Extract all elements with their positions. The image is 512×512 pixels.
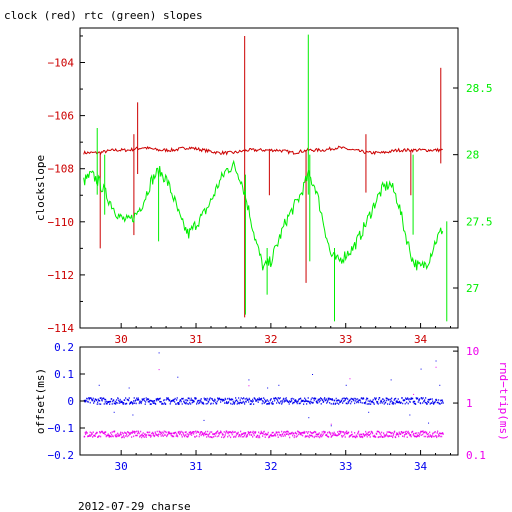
bottom-x-axis: 30 31 32 33 34 (115, 450, 452, 473)
bottom-y2-axis-label: rnd−trip(ms) (497, 361, 510, 440)
offset-outlier (420, 368, 422, 370)
offset-outlier (390, 379, 392, 381)
offset-outlier (308, 417, 310, 419)
x-tick-label: 33 (339, 460, 352, 473)
offset-outlier (428, 422, 430, 424)
y2-tick-label: 28.5 (466, 82, 493, 95)
offset-outlier (177, 376, 179, 378)
x-tick-label: 32 (264, 333, 277, 346)
offset-outlier (439, 384, 441, 386)
offset-outlier (330, 425, 332, 427)
top-left-y-axis: −104 −106 −108 −110 −112 −114 (48, 35, 85, 335)
y2-tick-label: 27.5 (466, 215, 493, 228)
rtc-series (83, 34, 448, 322)
x-tick-label: 33 (339, 333, 352, 346)
rnd-trip-outlier (413, 393, 415, 395)
x-tick-label: 30 (115, 333, 128, 346)
offset-outlier (278, 384, 280, 386)
offset-outlier (267, 387, 269, 389)
y2-tick-label: 1 (466, 397, 473, 410)
x-tick-label: 31 (189, 333, 202, 346)
x-tick-label: 32 (264, 460, 277, 473)
rnd-trip-outlier (248, 385, 250, 387)
bottom-plot: 30 31 32 33 34 0.2 0.1 0 −0.1 −0.2 10 1 0.1 offset… (34, 341, 510, 473)
y2-tick-label: 28 (466, 149, 479, 162)
y-tick-label: −0.1 (48, 422, 75, 435)
rnd-trip-series (83, 366, 444, 439)
top-plot-frame (79, 27, 459, 329)
x-tick-label: 34 (414, 333, 428, 346)
y-tick-label: −0.2 (48, 449, 75, 462)
top-right-y-axis: 28.5 28 27.5 27 (453, 82, 493, 295)
offset-series (83, 352, 444, 435)
y2-tick-label: 27 (466, 282, 479, 295)
offset-outlier (158, 352, 160, 354)
offset-outlier (203, 419, 205, 421)
offset-outlier (409, 414, 411, 416)
y-tick-label: −114 (48, 322, 75, 335)
rnd-trip-outlier (349, 378, 351, 380)
offset-band (83, 397, 444, 405)
y2-tick-label: 10 (466, 345, 479, 358)
y-tick-label: −104 (48, 57, 75, 70)
y-tick-label: 0.2 (54, 341, 74, 354)
y-tick-label: 0.1 (54, 368, 74, 381)
offset-outlier (435, 360, 437, 362)
footer-label: 2012-07-29 charse (78, 500, 191, 512)
offset-outlier (98, 384, 100, 386)
rnd-trip-outlier (435, 366, 437, 368)
offset-outlier (345, 384, 347, 386)
offset-outlier (113, 411, 115, 413)
x-tick-label: 34 (414, 460, 428, 473)
rnd-trip-outlier (330, 423, 332, 425)
y-tick-label: −112 (48, 269, 75, 282)
offset-outlier (128, 387, 130, 389)
top-plot: 30 31 32 33 34 −104 −106 −108 −110 −112 −114 28.5… (34, 27, 493, 346)
clock-line (83, 145, 443, 156)
offset-outlier (132, 414, 134, 416)
y-tick-label: −106 (48, 110, 75, 123)
x-tick-label: 30 (115, 460, 128, 473)
top-y-axis-label: clockslope (34, 155, 47, 221)
bottom-y-axis-label: offset(ms) (34, 368, 47, 434)
x-tick-label: 31 (189, 460, 202, 473)
chart-title: clock (red) rtc (green) slopes (4, 9, 203, 22)
rnd-trip-outlier (158, 369, 160, 371)
bottom-left-y-axis: 0.2 0.1 0 −0.1 −0.2 (48, 341, 85, 462)
y-tick-label: −108 (48, 163, 75, 176)
bottom-plot-frame (79, 346, 459, 456)
offset-outlier (368, 411, 370, 413)
clock-series (83, 35, 443, 318)
top-x-axis: 30 31 32 33 34 (115, 323, 452, 346)
offset-outlier (312, 374, 314, 375)
rtc-line (83, 159, 444, 271)
y-tick-label: 0 (67, 395, 74, 408)
y2-tick-label: 0.1 (466, 449, 486, 462)
bottom-right-y-axis: 10 1 0.1 (453, 345, 486, 462)
rnd-trip-band (83, 430, 444, 439)
offset-outlier (248, 379, 250, 381)
y-tick-label: −110 (48, 216, 75, 229)
